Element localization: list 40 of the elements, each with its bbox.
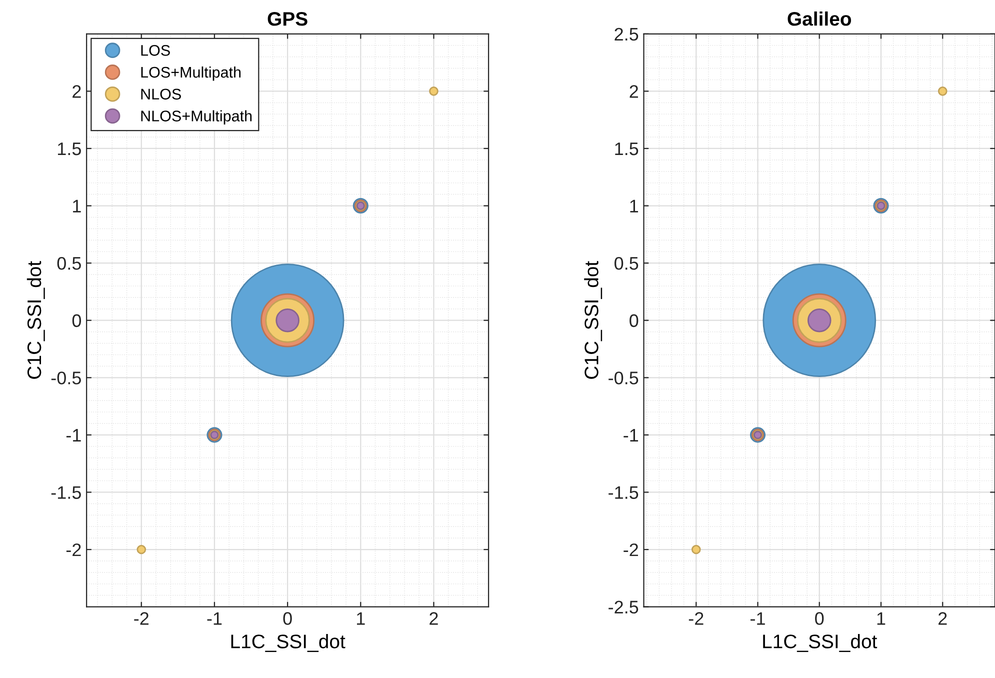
legend-label: NLOS xyxy=(141,88,181,100)
y-tick-label: 0.5 xyxy=(57,257,81,270)
x-tick-label: 1 xyxy=(877,612,886,625)
x-tick-label: 0 xyxy=(815,612,824,625)
y-axis-title: C1C_SSI_dot xyxy=(26,261,45,379)
legend-label: LOS+Multipath xyxy=(141,66,241,81)
y-tick-label: 2 xyxy=(630,85,638,98)
y-tick-label: -0.5 xyxy=(51,372,81,384)
x-tick-label: -1 xyxy=(207,612,222,625)
x-tick-label: 0 xyxy=(283,612,292,625)
y-tick-label: 2.5 xyxy=(614,28,638,41)
x-tick-label: 2 xyxy=(430,612,438,625)
y-tick-label: 1.5 xyxy=(58,142,81,156)
y-tick-label: -2 xyxy=(624,543,638,556)
chart-title: GPS xyxy=(268,12,308,26)
x-tick-label: 2 xyxy=(938,612,947,625)
y-tick-label: 1 xyxy=(73,200,81,212)
y-tick-label: -1.5 xyxy=(608,486,638,499)
y-tick-label: 1.5 xyxy=(615,142,638,156)
y-tick-label: 1 xyxy=(630,200,638,212)
y-tick-label: -1 xyxy=(66,429,81,442)
chart-title: Galileo xyxy=(788,11,852,26)
legend-label: LOS xyxy=(141,45,170,56)
y-tick-label: -0.5 xyxy=(608,372,638,384)
y-tick-label: 0 xyxy=(630,314,638,328)
x-axis-title: L1C_SSI_dot xyxy=(763,634,878,652)
y-axis-title: C1C_SSI_dot xyxy=(584,261,602,379)
x-tick-label: -2 xyxy=(134,612,148,625)
x-tick-label: -2 xyxy=(688,612,704,625)
y-tick-label: -1.5 xyxy=(51,486,81,499)
y-tick-label: 2 xyxy=(72,85,81,98)
y-tick-label: -2 xyxy=(66,543,81,556)
x-tick-label: 1 xyxy=(357,612,365,625)
x-axis-title: L1C_SSI_dot xyxy=(231,634,346,652)
legend-label: NLOS+Multipath xyxy=(141,110,252,124)
y-tick-label: 0 xyxy=(72,314,81,328)
y-tick-label: -2.5 xyxy=(608,600,638,614)
y-tick-label: 0.5 xyxy=(614,257,638,270)
y-tick-label: -1 xyxy=(624,429,638,442)
x-tick-label: -1 xyxy=(750,612,765,625)
